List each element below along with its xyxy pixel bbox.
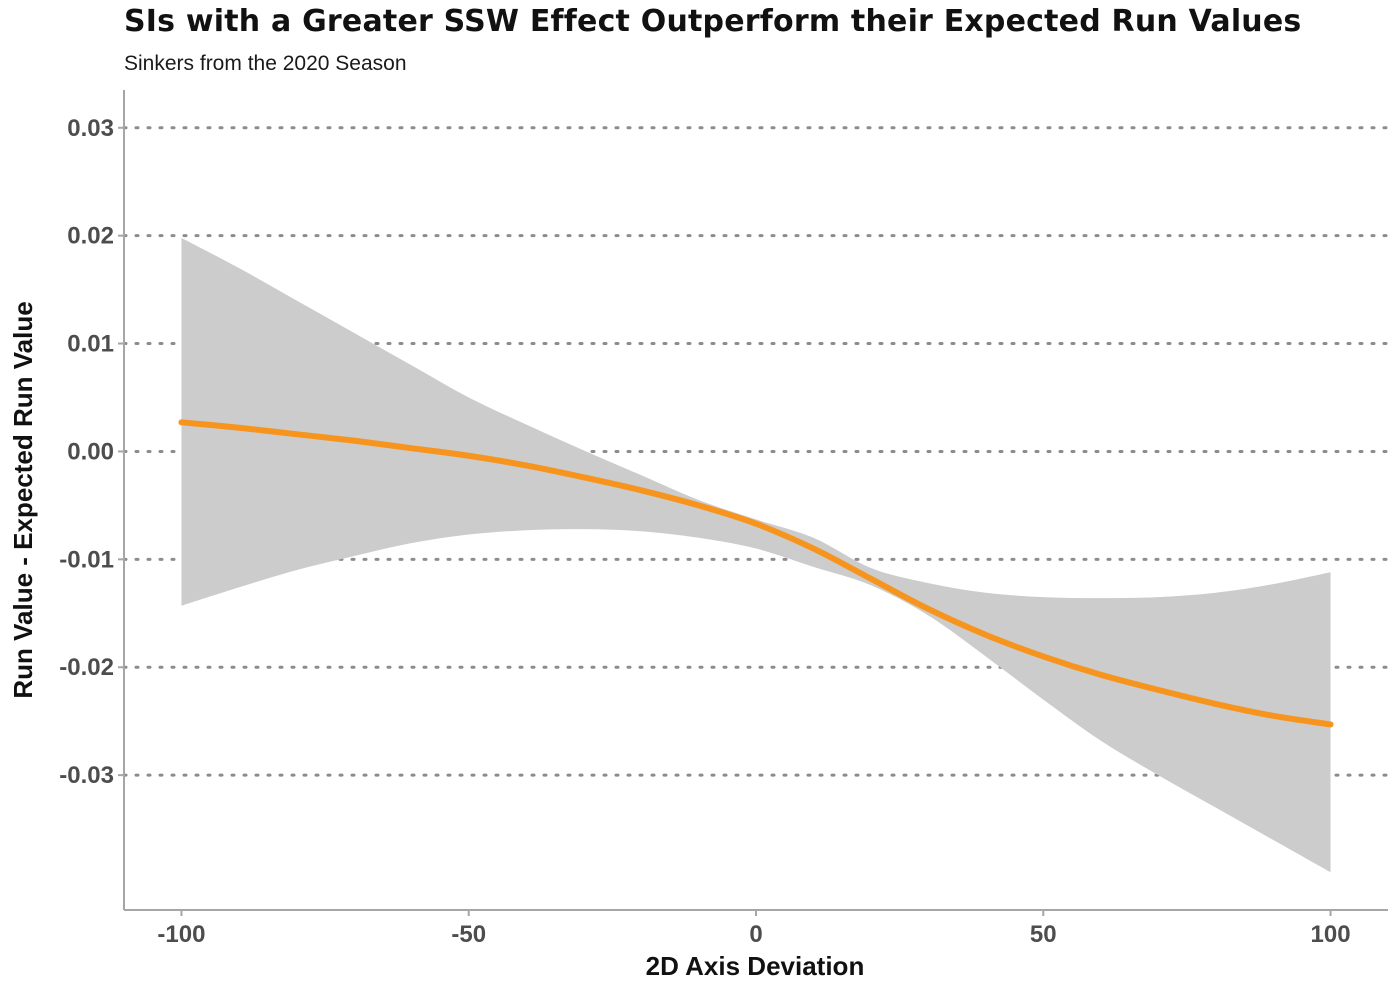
chart-subtitle: Sinkers from the 2020 Season xyxy=(124,52,407,75)
x-tick-label-2: 0 xyxy=(749,921,762,948)
confidence-band xyxy=(181,237,1331,873)
smooth-trend-line xyxy=(178,419,1334,728)
x-tick-label-1: -50 xyxy=(451,921,486,948)
x-tick-label-0: -100 xyxy=(157,921,205,948)
x-tick-label-4: 100 xyxy=(1311,921,1351,948)
y-tick-label-2: 0.01 xyxy=(67,331,114,358)
x-axis-title: 2D Axis Deviation xyxy=(646,951,865,981)
x-tick-label-3: 50 xyxy=(1030,921,1057,948)
y-tick-label-1: 0.02 xyxy=(67,223,114,250)
y-tick-label-3: 0.00 xyxy=(67,438,114,465)
y-tick-label-5: -0.02 xyxy=(59,654,114,681)
y-tick-label-4: -0.01 xyxy=(59,546,114,573)
y-tick-label-6: -0.03 xyxy=(59,762,114,789)
chart-title: SIs with a Greater SSW Effect Outperform… xyxy=(124,4,1302,39)
x-axis-ticks: -100 -50 0 50 100 xyxy=(157,910,1351,948)
y-tick-label-0: 0.03 xyxy=(67,115,114,142)
y-axis-ticks: 0.03 0.02 0.01 0.00 -0.01 -0.02 -0.03 xyxy=(59,115,124,789)
y-axis-title: Run Value - Expected Run Value xyxy=(8,301,38,698)
